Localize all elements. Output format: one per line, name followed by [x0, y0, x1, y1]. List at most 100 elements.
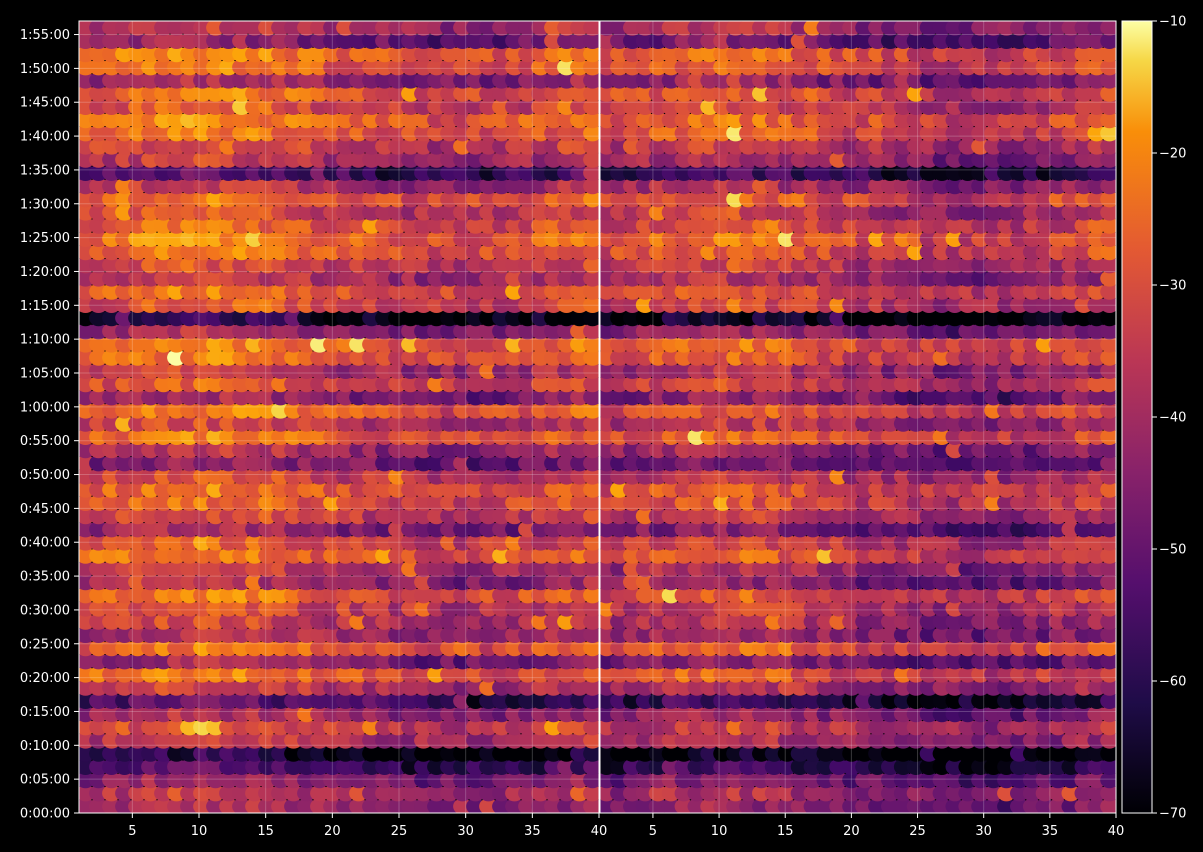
heatmap-cell [790, 481, 810, 498]
heatmap-cell [401, 573, 420, 591]
heatmap-cell [739, 151, 758, 168]
x-tick-label: 25 [391, 824, 408, 839]
heatmap-cell [258, 758, 277, 775]
heatmap-cell [531, 270, 550, 287]
heatmap-cell [388, 177, 407, 195]
heatmap-cell [1074, 323, 1094, 340]
heatmap-cell [388, 468, 407, 485]
heatmap-cell [102, 309, 121, 327]
heatmap-cell [919, 560, 939, 577]
heatmap-cell [623, 98, 642, 116]
heatmap-cell [919, 375, 939, 393]
heatmap-cell [583, 336, 599, 353]
heatmap-cell [128, 785, 147, 802]
heatmap-cell [193, 758, 212, 775]
heatmap-cell [726, 270, 745, 287]
heatmap-cell [1087, 111, 1106, 129]
heatmap-cell [167, 626, 186, 643]
heatmap-cell [842, 85, 861, 102]
heatmap-cell [790, 441, 810, 459]
heatmap-cell [1100, 798, 1116, 813]
heatmap-cell [453, 600, 472, 617]
heatmap-cell [1048, 560, 1068, 577]
heatmap-cell [1087, 98, 1106, 116]
heatmap-cell [557, 613, 576, 630]
heatmap-cell [154, 151, 173, 168]
heatmap-cell [945, 45, 965, 63]
heatmap-cell [570, 653, 589, 670]
heatmap-cell [427, 323, 446, 340]
heatmap-cell [427, 125, 446, 142]
heatmap-cell [893, 494, 913, 511]
heatmap-cell [764, 547, 784, 564]
heatmap-cell [89, 613, 108, 630]
heatmap-cell [258, 362, 277, 379]
heatmap-cell [713, 402, 732, 419]
heatmap-cell [829, 243, 848, 261]
heatmap-cell [557, 191, 576, 208]
heatmap-cell [777, 441, 797, 459]
heatmap-cell [323, 771, 342, 789]
heatmap-cell [167, 785, 186, 802]
heatmap-cell [958, 72, 977, 89]
heatmap-cell [919, 573, 939, 591]
heatmap-cell [258, 666, 277, 683]
heatmap-cell [271, 45, 290, 63]
heatmap-cell [193, 507, 212, 525]
heatmap-cell [518, 111, 537, 129]
heatmap-cell [842, 666, 861, 683]
heatmap-cell [971, 336, 990, 353]
heatmap-cell [336, 573, 355, 591]
heatmap-cell [531, 309, 550, 327]
heatmap-cell [816, 98, 836, 116]
heatmap-cell [271, 507, 290, 525]
heatmap-cell [258, 204, 277, 221]
heatmap-cell [932, 125, 952, 142]
heatmap-cell [816, 600, 836, 617]
heatmap-cell [752, 138, 771, 155]
heatmap-cell [466, 600, 485, 617]
heatmap-cell [505, 771, 524, 789]
heatmap-cell [919, 389, 939, 406]
heatmap-cell [544, 243, 563, 261]
heatmap-cell [414, 455, 433, 472]
heatmap-cell [245, 428, 264, 445]
heatmap-cell [945, 191, 965, 208]
heatmap-cell [583, 164, 599, 181]
heatmap-cell [232, 296, 251, 313]
heatmap-cell [868, 349, 887, 366]
heatmap-cell [1087, 507, 1106, 525]
heatmap-cell [648, 613, 668, 630]
heatmap-cell [375, 204, 394, 221]
heatmap-cell [777, 125, 797, 142]
heatmap-cell [492, 415, 511, 432]
heatmap-cell [414, 441, 433, 459]
heatmap-cell [906, 494, 926, 511]
heatmap-cell [803, 507, 823, 525]
heatmap-cell [232, 613, 251, 630]
heatmap-cell [284, 389, 303, 406]
heatmap-cell [700, 639, 719, 657]
heatmap-cell [414, 58, 433, 76]
heatmap-cell [154, 573, 173, 591]
heatmap-cell [323, 375, 342, 393]
heatmap-cell [544, 705, 563, 723]
heatmap-cell [842, 375, 861, 393]
heatmap-cell [971, 402, 990, 419]
heatmap-cell [583, 296, 599, 313]
heatmap-cell [881, 177, 900, 195]
heatmap-cell [739, 349, 758, 366]
heatmap-cell [297, 125, 316, 142]
heatmap-cell [271, 283, 290, 300]
heatmap-cell [297, 98, 316, 116]
heatmap-cell [466, 666, 485, 683]
heatmap-cell [375, 481, 394, 498]
heatmap-cell [1048, 257, 1068, 274]
heatmap-cell [958, 494, 977, 511]
heatmap-cell [726, 257, 745, 274]
heatmap-cell [919, 58, 939, 76]
heatmap-cell [855, 600, 874, 617]
heatmap-cell [141, 98, 160, 116]
heatmap-cell [89, 758, 108, 775]
heatmap-cell [453, 111, 472, 129]
